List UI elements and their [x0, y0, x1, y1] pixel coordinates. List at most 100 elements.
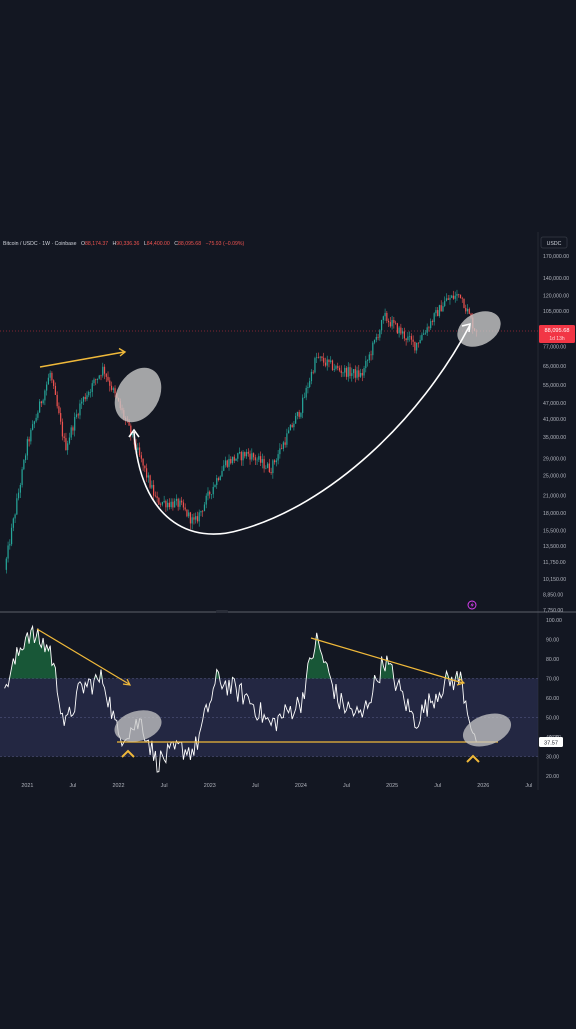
candles-group	[5, 289, 477, 574]
candle-body	[130, 425, 132, 436]
candle-body	[75, 414, 78, 418]
candle-body	[249, 453, 251, 460]
candle-body	[182, 502, 185, 508]
candle-body	[217, 478, 220, 481]
candle-body	[160, 504, 162, 506]
candle-body	[447, 298, 449, 300]
candle-body	[44, 390, 46, 401]
candle-body	[370, 354, 372, 356]
candle-body	[361, 372, 363, 376]
candle-body	[289, 424, 292, 431]
candle-body	[275, 460, 277, 463]
candle-body	[110, 385, 113, 390]
candle-body	[456, 294, 458, 296]
candle-body	[307, 387, 309, 388]
candle-body	[359, 372, 362, 377]
price-axis[interactable]: 170,000.00 140,000.00 120,000.00 105,000.00…	[543, 254, 569, 614]
candle-body	[102, 366, 104, 376]
price-tick-label: 15,500.00	[543, 528, 566, 534]
candle-body	[231, 456, 234, 464]
candle-body	[444, 300, 446, 307]
candle-body	[300, 412, 302, 417]
current-price-value: 88,095.68	[545, 328, 570, 334]
candle-body	[328, 359, 330, 363]
candle-body	[103, 366, 106, 374]
candle-body	[109, 380, 111, 386]
candle-body	[428, 327, 430, 329]
candle-body	[449, 297, 451, 300]
candle-body	[421, 334, 423, 340]
price-tick-label: 105,000.00	[543, 309, 569, 315]
pane-resize-handle[interactable]	[216, 610, 228, 613]
candle-body	[419, 339, 421, 343]
candle-body	[154, 495, 156, 497]
candle-body	[151, 484, 153, 488]
candle-body	[247, 451, 249, 454]
candle-body	[272, 460, 274, 474]
candle-body	[256, 459, 258, 461]
candle-body	[114, 388, 116, 394]
candle-body	[310, 371, 313, 382]
candle-body	[107, 376, 109, 381]
candle-body	[144, 465, 146, 469]
candle-body	[377, 337, 379, 338]
candle-body	[203, 504, 206, 512]
candle-body	[221, 470, 223, 477]
candle-body	[387, 320, 390, 323]
rsi-tick-label: 60.00	[546, 696, 559, 702]
lightning-bolt-icon[interactable]	[467, 600, 477, 610]
candle-body	[23, 460, 25, 470]
candle-body	[167, 502, 169, 508]
candle-body	[452, 295, 455, 299]
candle-body	[175, 498, 178, 501]
rsi-caret-2022	[121, 749, 135, 758]
candle-body	[396, 323, 398, 334]
candle-body	[30, 429, 32, 442]
highlight-ellipse-2025	[457, 311, 501, 347]
rsi-trend-line-right	[310, 637, 464, 684]
candle-body	[331, 360, 334, 370]
candle-body	[81, 401, 83, 404]
candle-body	[293, 423, 295, 428]
candle-body	[263, 459, 265, 469]
time-axis[interactable]: 2021 Jul 2022 Jul 2023 Jul 2024 Jul 2025 Jul 2026 J…	[21, 783, 532, 789]
currency-box[interactable]	[540, 236, 568, 249]
candle-body	[179, 500, 181, 507]
rsi-tick-label: 80.00	[546, 657, 559, 663]
candle-body	[17, 492, 20, 499]
rsi-caret-2025	[466, 754, 480, 763]
high-value: 90,336.36	[116, 241, 139, 247]
candle-body	[14, 514, 16, 519]
candle-body	[391, 320, 393, 327]
candle-body	[223, 465, 225, 471]
candle-body	[302, 397, 304, 413]
candle-body	[380, 320, 383, 331]
candle-body	[273, 460, 276, 463]
candle-body	[365, 360, 367, 369]
price-tick-label: 55,000.00	[543, 383, 566, 389]
candle-body	[242, 452, 244, 461]
candle-body	[42, 400, 44, 404]
candle-body	[216, 478, 218, 486]
time-tick-label: 2023	[204, 783, 216, 789]
candle-body	[147, 475, 149, 478]
candle-body	[354, 369, 356, 378]
candle-body	[156, 496, 158, 499]
price-tick-label: 10,150.00	[543, 577, 566, 583]
candle-body	[56, 394, 58, 407]
candle-body	[291, 424, 293, 428]
candle-body	[37, 412, 39, 418]
candle-body	[228, 458, 230, 467]
candle-body	[196, 516, 199, 522]
candle-body	[186, 509, 188, 517]
candle-body	[181, 500, 183, 503]
candle-body	[386, 312, 388, 321]
candle-body	[84, 396, 86, 400]
candle-body	[24, 455, 27, 461]
candle-body	[324, 362, 327, 366]
candle-body	[402, 331, 404, 334]
candle-body	[33, 421, 35, 425]
candle-body	[358, 370, 360, 377]
candle-body	[237, 453, 239, 459]
